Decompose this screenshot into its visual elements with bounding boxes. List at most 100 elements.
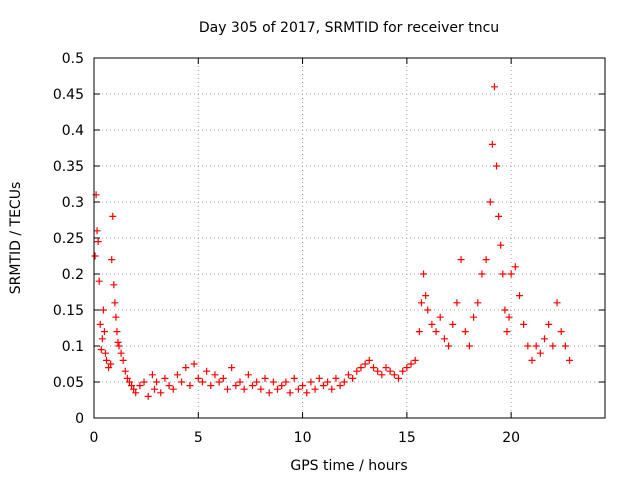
data-point: [182, 364, 190, 372]
data-point: [228, 364, 236, 372]
y-axis-label: SRMTID / TECUs: [8, 182, 24, 295]
data-point: [553, 299, 561, 307]
data-point: [110, 281, 118, 289]
data-point: [153, 378, 161, 386]
data-point: [332, 374, 340, 382]
data-point: [486, 198, 494, 206]
data-point: [294, 385, 302, 393]
y-tick-label: 0.15: [53, 303, 84, 319]
data-point: [282, 378, 290, 386]
data-point: [165, 382, 173, 390]
data-point: [319, 382, 327, 390]
data-point: [557, 328, 565, 336]
data-point: [257, 385, 265, 393]
y-tick-label: 0.4: [62, 123, 84, 139]
data-point: [94, 238, 102, 246]
data-point: [108, 256, 116, 264]
data-point: [100, 328, 108, 336]
data-point: [307, 378, 315, 386]
data-point: [482, 256, 490, 264]
data-point: [515, 292, 523, 300]
data-point: [399, 367, 407, 375]
data-point: [520, 320, 528, 328]
data-point: [357, 364, 365, 372]
data-point: [440, 335, 448, 343]
data-point: [128, 382, 136, 390]
data-point: [121, 367, 129, 375]
data-point: [215, 378, 223, 386]
data-point: [490, 83, 498, 91]
data-point: [261, 374, 269, 382]
data-point: [198, 378, 206, 386]
data-point: [117, 349, 125, 357]
data-point: [511, 263, 519, 271]
data-point: [505, 313, 513, 321]
plot-frame: [93, 57, 606, 419]
data-point: [507, 270, 515, 278]
data-point: [353, 367, 361, 375]
data-point: [211, 371, 219, 379]
data-point: [561, 342, 569, 350]
data-point: [107, 360, 115, 368]
data-point: [219, 374, 227, 382]
data-point: [541, 335, 549, 343]
y-tick-label: 0.45: [53, 87, 84, 103]
data-point: [119, 356, 127, 364]
data-point: [545, 320, 553, 328]
y-tick-label: 0.1: [62, 339, 84, 355]
data-point: [549, 342, 557, 350]
y-tick-label: 0: [75, 411, 84, 427]
data-point: [566, 356, 574, 364]
data-point: [111, 299, 119, 307]
data-point: [432, 328, 440, 336]
data-point: [453, 299, 461, 307]
data-point: [113, 328, 121, 336]
data-point: [478, 270, 486, 278]
data-point: [378, 371, 386, 379]
data-point: [278, 382, 286, 390]
data-point: [536, 349, 544, 357]
data-point: [528, 356, 536, 364]
data-point: [150, 385, 158, 393]
x-tick-label: 10: [294, 430, 312, 446]
data-point: [488, 140, 496, 148]
x-tick-label: 0: [90, 430, 99, 446]
data-point: [269, 378, 277, 386]
data-point: [415, 328, 423, 336]
data-point: [449, 320, 457, 328]
data-point: [497, 241, 505, 249]
data-point: [103, 356, 111, 364]
data-point: [336, 382, 344, 390]
data-point: [249, 382, 257, 390]
data-point: [194, 374, 202, 382]
data-point: [144, 392, 152, 400]
data-point: [499, 270, 507, 278]
data-point: [223, 385, 231, 393]
data-point: [474, 299, 482, 307]
data-point: [395, 374, 403, 382]
data-point: [290, 374, 298, 382]
data-point: [417, 299, 425, 307]
data-point: [374, 367, 382, 375]
data-point: [407, 360, 415, 368]
data-point: [493, 162, 501, 170]
data-point: [461, 328, 469, 336]
data-point: [361, 360, 369, 368]
data-point: [422, 292, 430, 300]
data-point: [324, 378, 332, 386]
data-point: [95, 277, 103, 285]
data-point: [303, 389, 311, 397]
data-point: [503, 328, 511, 336]
y-tick-label: 0.5: [62, 51, 84, 67]
data-point: [428, 320, 436, 328]
data-point: [365, 356, 373, 364]
x-tick-label: 5: [194, 430, 203, 446]
data-point: [148, 371, 156, 379]
data-point: [109, 212, 117, 220]
data-point: [436, 313, 444, 321]
data-point: [98, 335, 106, 343]
axis-ticks: 0 0.05 0.1 0.15 0.2 0.25 0.3 0.35 0.4 0.45 0.5 0 5 10…: [53, 51, 605, 446]
data-point: [178, 378, 186, 386]
data-point: [265, 389, 273, 397]
data-point: [114, 338, 122, 346]
